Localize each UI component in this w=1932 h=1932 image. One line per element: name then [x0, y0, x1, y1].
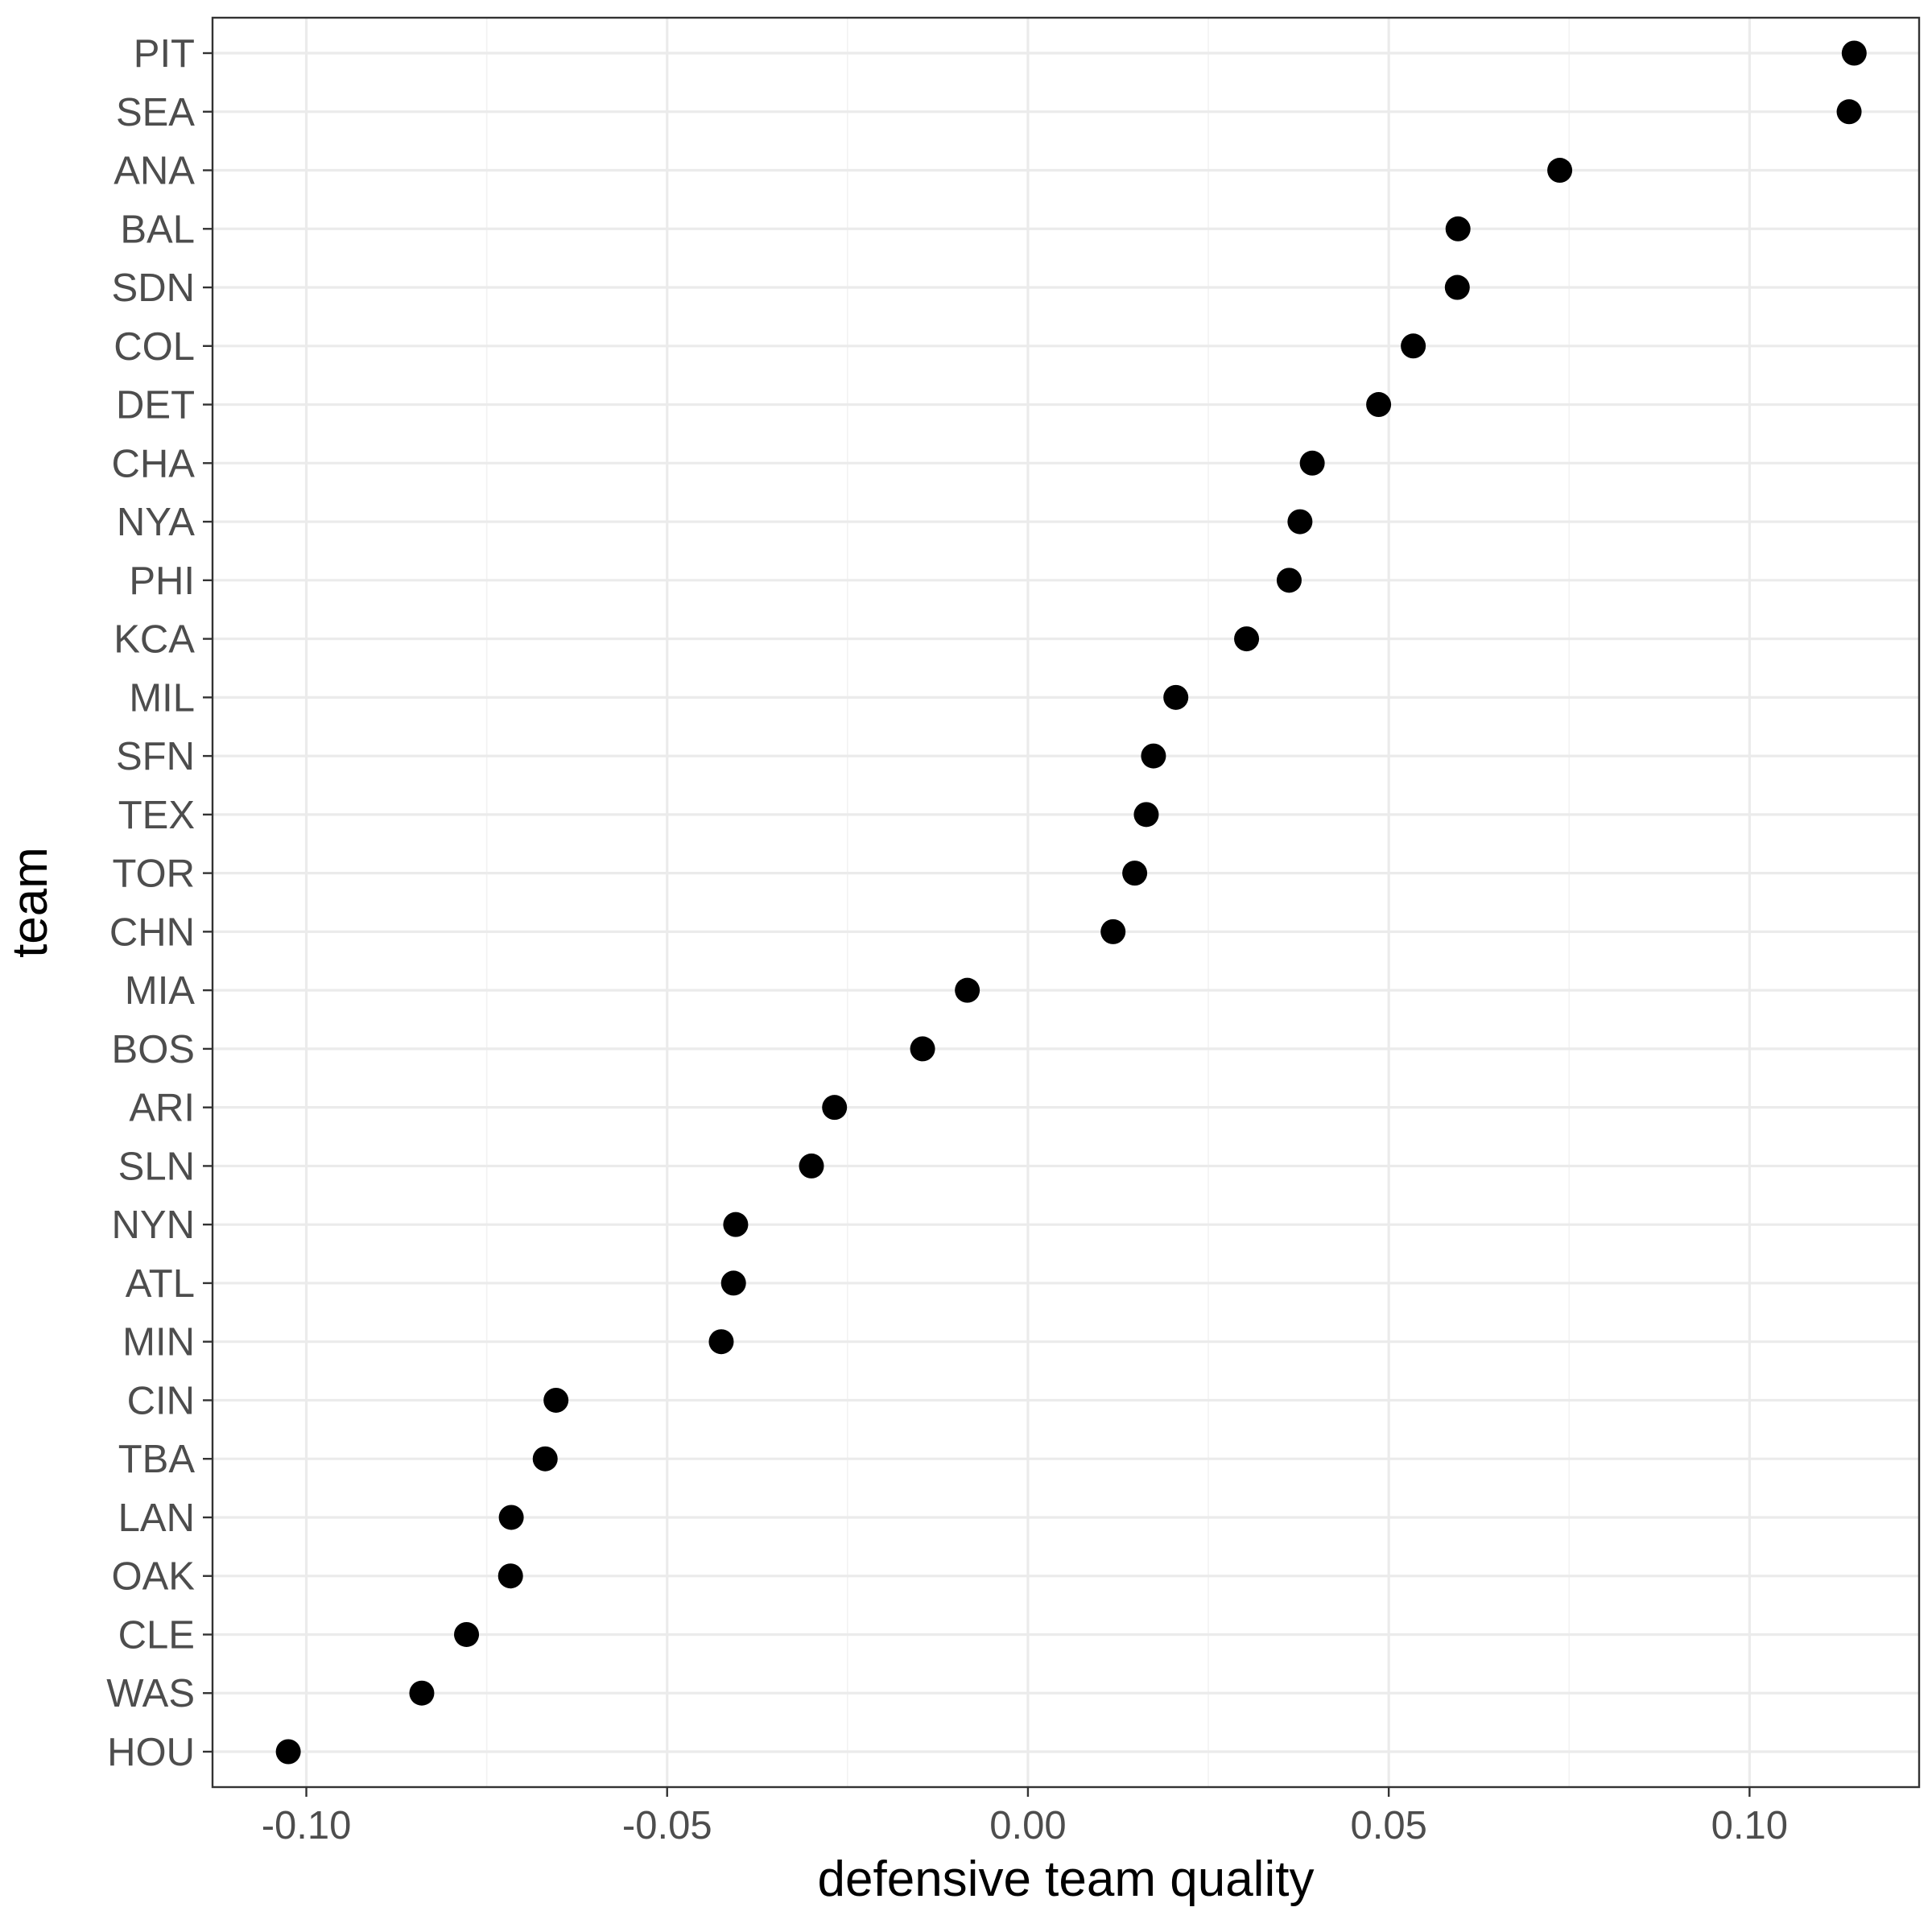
- data-point: [1163, 684, 1189, 710]
- panel-background: [213, 18, 1919, 1787]
- x-tick-label: -0.10: [262, 1804, 352, 1847]
- y-tick-label: TEX: [118, 794, 195, 837]
- y-tick-label: NYN: [112, 1203, 195, 1247]
- y-axis-title: team: [2, 847, 58, 958]
- data-point: [1299, 450, 1325, 476]
- y-tick-label: BOS: [112, 1028, 195, 1071]
- y-tick-label: DET: [116, 384, 195, 427]
- y-tick-label: ARI: [129, 1087, 195, 1130]
- x-tick-label: 0.05: [1350, 1804, 1426, 1847]
- data-point: [1234, 626, 1260, 652]
- data-point: [1122, 861, 1148, 886]
- data-point: [1841, 40, 1867, 66]
- x-axis-title: defensive team quality: [818, 1852, 1315, 1907]
- data-point: [1401, 333, 1426, 359]
- data-point: [720, 1270, 746, 1296]
- data-point: [498, 1505, 524, 1530]
- y-tick-label: NYA: [117, 501, 195, 544]
- data-point: [497, 1563, 523, 1589]
- panel-border: [211, 16, 1921, 1789]
- y-tick-label: COL: [114, 325, 195, 369]
- y-tick-label: OAK: [112, 1555, 196, 1599]
- data-point: [1547, 158, 1573, 184]
- data-point: [1141, 743, 1166, 769]
- data-points: [275, 40, 1867, 1765]
- data-point: [409, 1680, 435, 1706]
- y-tick-label: BAL: [120, 208, 195, 251]
- y-tick-label: ANA: [114, 150, 195, 193]
- data-point: [1133, 802, 1159, 828]
- data-point: [799, 1153, 824, 1179]
- y-tick-label: SDN: [112, 266, 195, 310]
- data-point: [1276, 568, 1302, 593]
- y-tick-label: SFN: [116, 735, 195, 778]
- data-point: [822, 1095, 848, 1121]
- y-axis-ticks: PIT SEA ANA BAL SDN COL DET CHA NYA PHI KCA MIL SFN T…: [106, 32, 213, 1774]
- data-point: [1445, 216, 1471, 242]
- y-tick-label: CHN: [109, 910, 195, 954]
- y-tick-label: MIN: [122, 1321, 195, 1364]
- y-tick-label: HOU: [107, 1731, 195, 1774]
- x-tick-label: -0.05: [622, 1804, 712, 1847]
- y-tick-label: MIL: [129, 676, 195, 720]
- y-tick-label: CHA: [112, 442, 196, 485]
- data-point: [708, 1329, 734, 1355]
- x-tick-label: 0.00: [989, 1804, 1066, 1847]
- y-tick-label: PHI: [129, 559, 195, 603]
- data-point: [532, 1446, 558, 1472]
- y-tick-label: WAS: [106, 1672, 195, 1715]
- data-point: [1366, 392, 1392, 418]
- data-point: [1836, 99, 1862, 125]
- y-tick-label: KCA: [114, 618, 195, 662]
- data-point: [543, 1387, 569, 1413]
- data-point: [454, 1621, 480, 1647]
- grid-lines: [213, 18, 1919, 1787]
- data-point: [1100, 919, 1126, 944]
- data-point: [955, 977, 980, 1003]
- y-tick-label: PIT: [134, 32, 195, 76]
- y-tick-label: TOR: [112, 852, 195, 896]
- data-point: [910, 1036, 935, 1062]
- data-point: [723, 1212, 749, 1237]
- x-axis-ticks: -0.10 -0.05 0.00 0.05 0.10: [262, 1787, 1788, 1847]
- data-point: [1287, 509, 1313, 535]
- y-tick-label: ATL: [126, 1262, 195, 1306]
- x-tick-label: 0.10: [1711, 1804, 1788, 1847]
- y-tick-label: TBA: [118, 1438, 196, 1481]
- data-point: [1444, 275, 1470, 300]
- y-tick-label: SLN: [118, 1145, 195, 1188]
- y-tick-label: LAN: [118, 1496, 195, 1540]
- y-tick-label: MIA: [125, 969, 195, 1013]
- y-tick-label: SEA: [116, 91, 195, 134]
- y-tick-label: CLE: [118, 1613, 195, 1657]
- data-point: [275, 1739, 301, 1765]
- y-tick-label: CIN: [127, 1379, 195, 1422]
